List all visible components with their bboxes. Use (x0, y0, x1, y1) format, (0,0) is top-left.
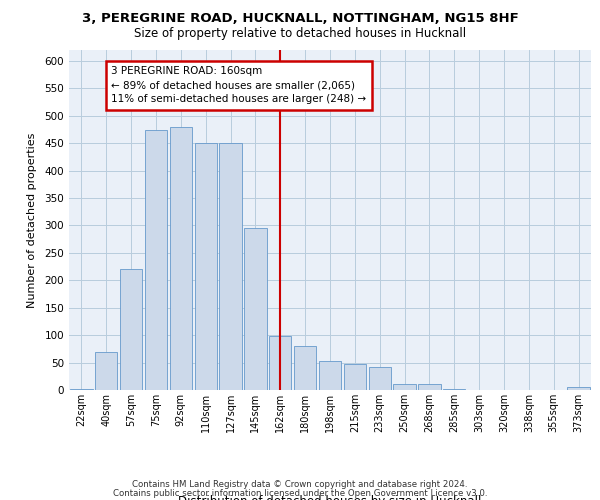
X-axis label: Distribution of detached houses by size in Hucknall: Distribution of detached houses by size … (178, 494, 482, 500)
Y-axis label: Number of detached properties: Number of detached properties (28, 132, 37, 308)
Text: Contains public sector information licensed under the Open Government Licence v3: Contains public sector information licen… (113, 488, 487, 498)
Bar (269, 336, 292, 390)
Bar (120, 270, 142, 390)
Bar (568, 388, 590, 390)
Bar (170, 127, 192, 390)
Text: 3, PEREGRINE ROAD, HUCKNALL, NOTTINGHAM, NG15 8HF: 3, PEREGRINE ROAD, HUCKNALL, NOTTINGHAM,… (82, 12, 518, 26)
Bar (418, 384, 440, 390)
Bar (368, 367, 391, 390)
Bar (95, 352, 118, 390)
Text: Size of property relative to detached houses in Hucknall: Size of property relative to detached ho… (134, 28, 466, 40)
Text: Contains HM Land Registry data © Crown copyright and database right 2024.: Contains HM Land Registry data © Crown c… (132, 480, 468, 489)
Bar (70, 389, 92, 390)
Bar (319, 361, 341, 390)
Bar (344, 364, 366, 390)
Bar (145, 130, 167, 390)
Bar (194, 143, 217, 390)
Bar (244, 228, 266, 390)
Bar (394, 384, 416, 390)
Text: 3 PEREGRINE ROAD: 160sqm
← 89% of detached houses are smaller (2,065)
11% of sem: 3 PEREGRINE ROAD: 160sqm ← 89% of detach… (111, 66, 367, 104)
Bar (220, 143, 242, 390)
Bar (294, 346, 316, 390)
Bar (443, 389, 466, 390)
